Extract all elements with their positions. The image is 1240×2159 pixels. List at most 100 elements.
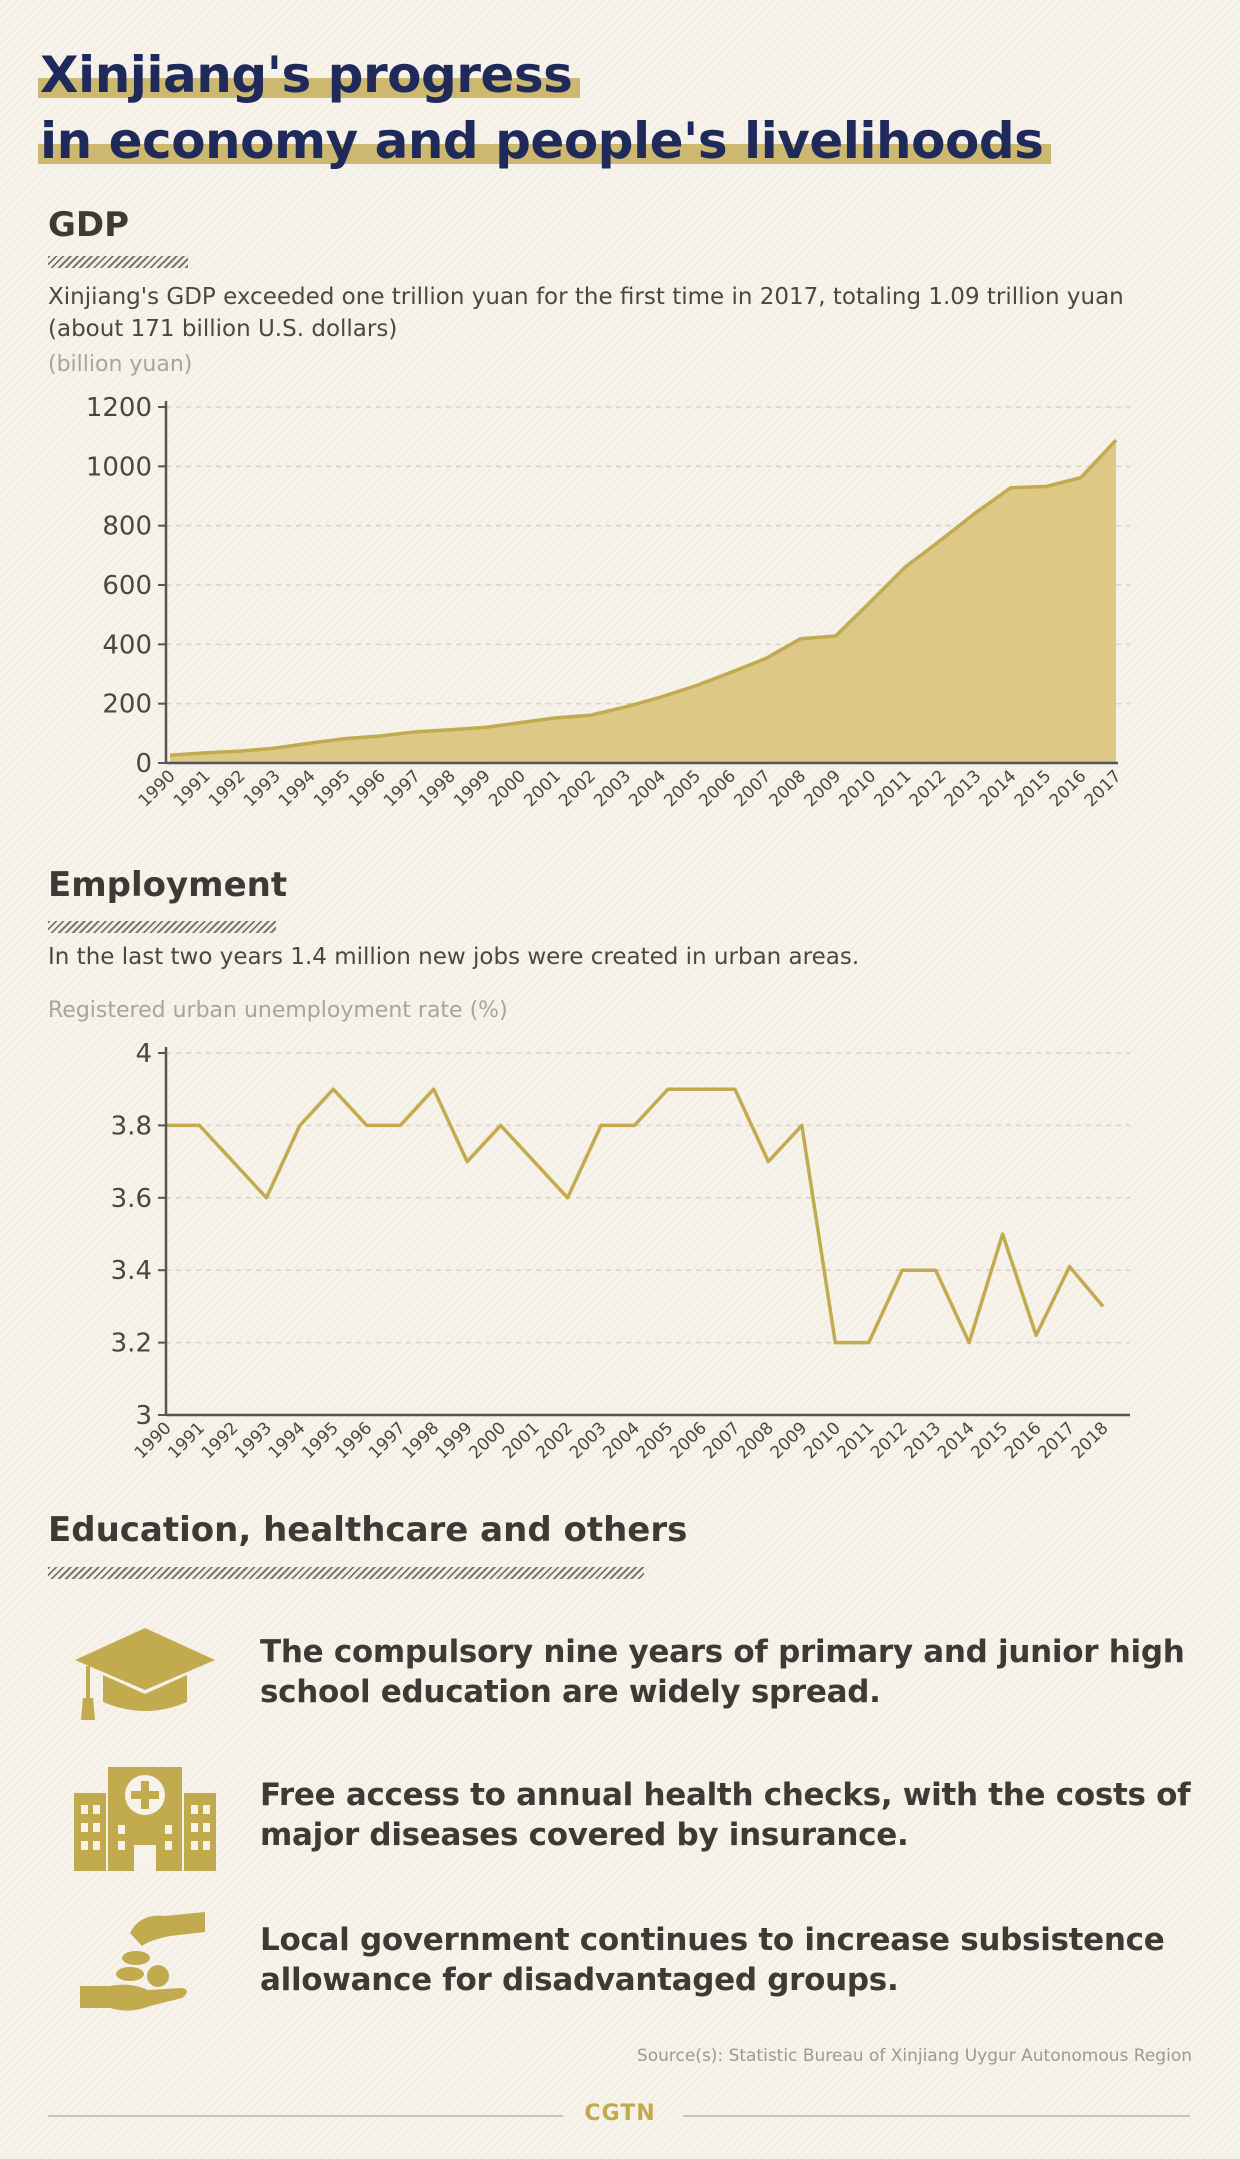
data-point-2006 — [699, 1087, 703, 1091]
x-tick-label: 1994 — [265, 1418, 310, 1463]
others-heading-underline — [48, 1567, 644, 1579]
page-title: Xinjiang's progress in economy and peopl… — [38, 42, 1052, 174]
data-point-1992 — [231, 1160, 235, 1164]
list-item-education: The compulsory nine years of primary and… — [70, 1620, 1200, 1730]
x-tick-label: 2010 — [800, 1418, 845, 1463]
gdp-area-chart: 0200400600800100012001990199119921993199… — [86, 393, 1130, 811]
data-point-1993 — [264, 1196, 268, 1200]
gdp-unit-label: (billion yuan) — [48, 352, 193, 377]
y-tick-label: 3.4 — [111, 1256, 152, 1286]
unemployment-line-chart: 33.23.43.63.8419901991199219931994199519… — [111, 1039, 1130, 1463]
data-point-2012 — [900, 1268, 904, 1272]
data-point-2014 — [967, 1341, 971, 1345]
data-point-2016 — [1034, 1333, 1038, 1337]
data-point-1997 — [398, 1123, 402, 1127]
y-tick-label: 600 — [102, 571, 152, 601]
x-tick-label: 2003 — [566, 1418, 611, 1463]
unemployment-series-line — [166, 1087, 1105, 1345]
source-note: Source(s): Statistic Bureau of Xinjiang … — [636, 2046, 1192, 2066]
x-tick-label: 2015 — [967, 1418, 1012, 1463]
education-text: The compulsory nine years of primary and… — [260, 1634, 1185, 1710]
x-tick-label: 2007 — [700, 1418, 745, 1463]
x-tick-label: 2005 — [633, 1418, 678, 1463]
y-tick-label: 200 — [102, 690, 152, 720]
employment-heading: Employment — [48, 865, 288, 905]
y-tick-label: 400 — [102, 630, 152, 660]
y-tick-label: 4 — [135, 1039, 152, 1069]
list-item-healthcare: Free access to annual health checks, wit… — [70, 1763, 1200, 1873]
x-tick-label: 1998 — [399, 1418, 444, 1463]
data-point-1994 — [298, 1123, 302, 1127]
x-tick-label: 1995 — [298, 1418, 343, 1463]
gdp-area — [170, 440, 1116, 763]
hand-coins-icon — [80, 1912, 205, 2011]
y-tick-label: 1000 — [86, 452, 152, 482]
data-point-2003 — [599, 1123, 603, 1127]
allowance-text: Local government continues to increase s… — [260, 1922, 1165, 1998]
employment-heading-underline — [48, 921, 276, 933]
hospital-icon — [74, 1767, 216, 1871]
graduation-cap-icon — [75, 1628, 215, 1720]
x-tick-label: 2004 — [599, 1418, 644, 1463]
x-tick-label: 1991 — [164, 1418, 209, 1463]
x-tick-label: 2017 — [1034, 1418, 1079, 1463]
footer-divider-left — [48, 2115, 563, 2117]
data-point-2018 — [1101, 1304, 1105, 1308]
employment-unit-label: Registered urban unemployment rate (%) — [48, 998, 508, 1023]
y-tick-label: 3 — [135, 1401, 152, 1431]
data-point-2005 — [666, 1087, 670, 1091]
data-point-2004 — [633, 1123, 637, 1127]
x-tick-label: 2009 — [767, 1418, 812, 1463]
employment-description: In the last two years 1.4 million new jo… — [48, 944, 860, 970]
gdp-series-line — [169, 439, 1118, 758]
y-tick-label: 1200 — [86, 393, 152, 423]
x-tick-label: 1996 — [332, 1418, 377, 1463]
x-tick-label: 1992 — [198, 1418, 243, 1463]
footer-divider-right — [683, 2115, 1190, 2117]
y-tick-label: 3.8 — [111, 1111, 152, 1141]
data-point-2001 — [532, 1160, 536, 1164]
healthcare-text: Free access to annual health checks, wit… — [260, 1777, 1191, 1853]
x-tick-label: 2006 — [666, 1418, 711, 1463]
x-tick-label: 2008 — [733, 1418, 778, 1463]
y-tick-label: 800 — [102, 512, 152, 542]
gdp-description: Xinjiang's GDP exceeded one trillion yua… — [48, 284, 1124, 342]
data-point-2011 — [867, 1341, 871, 1345]
data-point-2007 — [733, 1087, 737, 1091]
gdp-heading-underline — [48, 256, 188, 268]
data-point-2013 — [934, 1268, 938, 1272]
data-point-2000 — [499, 1123, 503, 1127]
x-tick-label: 1997 — [365, 1418, 410, 1463]
list-item-allowance: Local government continues to increase s… — [70, 1908, 1200, 2018]
data-point-2017 — [1068, 1265, 1072, 1269]
x-tick-label: 2018 — [1068, 1418, 1113, 1463]
data-point-1991 — [197, 1123, 201, 1127]
x-tick-label: 2001 — [499, 1418, 544, 1463]
x-tick-label: 2016 — [1001, 1418, 1046, 1463]
others-heading: Education, healthcare and others — [48, 1510, 688, 1550]
title-line-1: Xinjiang's progress — [38, 42, 581, 108]
x-tick-label: 2011 — [834, 1418, 879, 1463]
data-point-1996 — [365, 1123, 369, 1127]
y-tick-label: 3.6 — [111, 1184, 152, 1214]
x-tick-label: 2000 — [465, 1418, 510, 1463]
y-tick-label: 3.2 — [111, 1329, 152, 1359]
data-point-1998 — [432, 1087, 436, 1091]
data-point-1999 — [465, 1160, 469, 1164]
x-tick-label: 1999 — [432, 1418, 477, 1463]
data-point-1995 — [331, 1087, 335, 1091]
title-line-2: in economy and people's livelihoods — [38, 108, 1052, 174]
data-point-2002 — [566, 1196, 570, 1200]
data-point-2015 — [1001, 1232, 1005, 1236]
data-point-2009 — [800, 1123, 804, 1127]
x-tick-label: 2013 — [900, 1418, 945, 1463]
x-tick-label: 2002 — [532, 1418, 577, 1463]
x-tick-label: 1993 — [231, 1418, 276, 1463]
y-tick-label: 0 — [135, 749, 152, 779]
brand-logo-text: CGTN — [584, 2101, 656, 2126]
x-tick-label: 2012 — [867, 1418, 912, 1463]
x-tick-label: 2014 — [934, 1418, 979, 1463]
data-point-2010 — [833, 1341, 837, 1345]
gdp-heading: GDP — [48, 205, 130, 245]
data-point-2008 — [766, 1160, 770, 1164]
